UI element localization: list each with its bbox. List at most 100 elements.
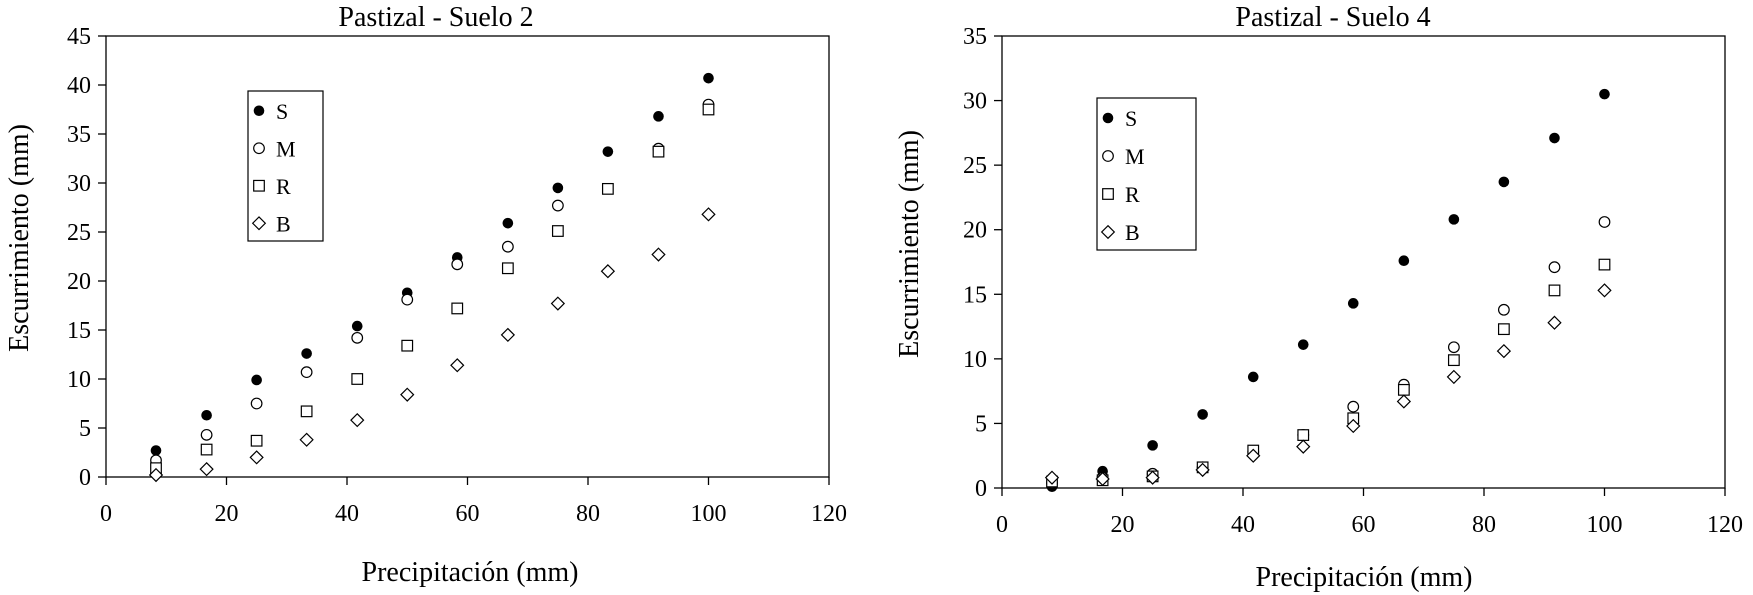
chart-suelo-4: Pastizal - Suelo 4 Escurrimiento (mm) Pr… bbox=[894, 2, 1743, 593]
data-point-B bbox=[450, 358, 465, 373]
x-tick-label: 100 bbox=[1587, 512, 1623, 538]
series-B bbox=[148, 207, 716, 483]
y-tick-label: 25 bbox=[67, 220, 91, 246]
data-point-B bbox=[1246, 448, 1261, 463]
data-point-M bbox=[300, 366, 313, 379]
data-point-B bbox=[1296, 439, 1311, 454]
data-point-M bbox=[451, 258, 464, 271]
series-R bbox=[150, 103, 715, 475]
data-point-B bbox=[400, 387, 415, 402]
legend-marker-S bbox=[253, 105, 265, 117]
y-tick-label: 10 bbox=[963, 347, 987, 373]
y-tick-label: 15 bbox=[963, 282, 987, 308]
y-axis-label: Escurrimiento (mm) bbox=[894, 130, 925, 358]
x-tick-label: 80 bbox=[576, 501, 600, 527]
y-tick-label: 5 bbox=[975, 411, 987, 437]
data-point-B bbox=[1396, 394, 1412, 409]
x-axis-label: Precipitación (mm) bbox=[362, 557, 579, 588]
data-point-B bbox=[600, 264, 616, 279]
data-point-B bbox=[249, 450, 264, 465]
data-point-S bbox=[1347, 298, 1359, 309]
legend-label: M bbox=[276, 136, 296, 161]
x-tick-label: 120 bbox=[811, 501, 847, 527]
x-tick-label: 100 bbox=[691, 501, 727, 527]
data-point-S bbox=[703, 72, 714, 84]
legend-marker-B bbox=[251, 216, 267, 231]
data-point-R bbox=[351, 373, 364, 385]
data-point-M bbox=[401, 293, 414, 306]
legend-box bbox=[247, 90, 324, 242]
data-point-S bbox=[1247, 371, 1259, 383]
data-point-S bbox=[351, 320, 363, 332]
data-point-B bbox=[299, 432, 314, 447]
data-point-M bbox=[501, 240, 514, 253]
data-point-S bbox=[1498, 176, 1510, 188]
legend-label: S bbox=[276, 99, 288, 124]
data-point-M bbox=[551, 199, 564, 212]
data-point-B bbox=[1597, 283, 1612, 298]
legend-marker-R bbox=[253, 179, 265, 192]
y-tick-label: 15 bbox=[67, 318, 91, 344]
data-point-S bbox=[502, 217, 514, 229]
data-point-M bbox=[1548, 261, 1561, 274]
data-point-S bbox=[1147, 440, 1158, 451]
x-tick-label: 40 bbox=[1231, 512, 1255, 538]
y-tick-label: 30 bbox=[963, 89, 987, 115]
data-point-R bbox=[1548, 284, 1561, 297]
data-point-B bbox=[148, 467, 164, 483]
y-tick-label: 35 bbox=[963, 24, 987, 50]
x-tick-label: 60 bbox=[1352, 512, 1376, 538]
legend-marker-B bbox=[1100, 224, 1116, 240]
data-point-B bbox=[1044, 470, 1060, 485]
data-point-S bbox=[653, 111, 664, 122]
legend-label: R bbox=[1125, 182, 1140, 207]
y-tick-label: 20 bbox=[67, 269, 91, 295]
data-point-M bbox=[1347, 400, 1360, 413]
data-point-B bbox=[651, 247, 666, 262]
data-point-B bbox=[1446, 369, 1462, 385]
data-point-R bbox=[200, 443, 213, 456]
legend-box bbox=[1096, 97, 1197, 251]
data-point-R bbox=[702, 103, 715, 116]
x-tick-label: 120 bbox=[1707, 512, 1743, 538]
series-M bbox=[150, 98, 715, 467]
legend-label: R bbox=[276, 174, 291, 199]
data-point-S bbox=[301, 348, 312, 359]
legend-label: B bbox=[1125, 220, 1140, 245]
data-point-S bbox=[1448, 214, 1460, 225]
y-tick-label: 20 bbox=[963, 218, 987, 244]
data-point-B bbox=[1547, 315, 1562, 330]
plot-frame bbox=[105, 35, 830, 478]
legend-marker-M bbox=[1102, 150, 1114, 162]
data-point-M bbox=[250, 397, 263, 410]
legend-marker-S bbox=[1102, 112, 1114, 124]
data-point-B bbox=[500, 327, 516, 343]
data-point-R bbox=[501, 262, 514, 275]
data-point-B bbox=[350, 413, 365, 428]
data-point-S bbox=[1297, 339, 1309, 350]
data-point-S bbox=[1398, 255, 1410, 267]
data-point-R bbox=[300, 405, 313, 418]
data-point-S bbox=[251, 374, 262, 386]
x-tick-label: 80 bbox=[1472, 512, 1496, 538]
y-tick-label: 45 bbox=[67, 24, 91, 50]
data-point-M bbox=[200, 428, 213, 441]
data-point-B bbox=[1095, 471, 1110, 487]
x-tick-label: 40 bbox=[335, 501, 359, 527]
chart-title: Pastizal - Suelo 4 bbox=[1235, 2, 1430, 33]
legend-marker-R bbox=[1102, 188, 1114, 200]
legend-marker-M bbox=[253, 142, 265, 155]
data-point-R bbox=[250, 434, 263, 447]
x-axis-label: Precipitación (mm) bbox=[1256, 562, 1473, 593]
x-tick-label: 20 bbox=[215, 501, 239, 527]
y-tick-label: 25 bbox=[963, 153, 987, 179]
data-point-M bbox=[351, 331, 364, 344]
y-tick-label: 30 bbox=[67, 171, 91, 197]
x-tick-label: 20 bbox=[1111, 512, 1135, 538]
data-point-R bbox=[1497, 323, 1510, 336]
data-point-M bbox=[1598, 216, 1611, 228]
data-point-R bbox=[551, 225, 564, 237]
